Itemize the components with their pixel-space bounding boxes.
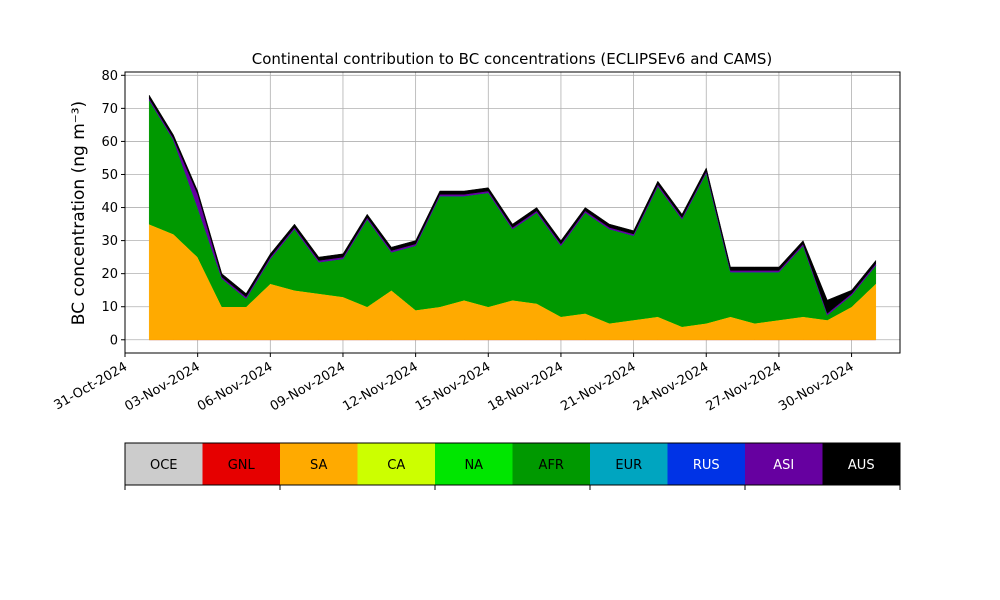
- legend-label: AUS: [848, 458, 875, 473]
- y-tick-label: 30: [101, 234, 118, 249]
- legend-label: SA: [310, 458, 327, 473]
- y-tick-label: 80: [101, 69, 118, 84]
- y-tick-label: 40: [101, 201, 118, 216]
- y-tick-label: 50: [101, 168, 118, 183]
- x-tick-label: 12-Nov-2024: [340, 359, 420, 414]
- legend-label: OCE: [150, 458, 178, 473]
- y-tick-label: 0: [110, 333, 118, 348]
- legend-swatch: [590, 443, 668, 485]
- x-tick-label: 27-Nov-2024: [704, 359, 784, 414]
- legend-label: RUS: [693, 458, 720, 473]
- legend-label: NA: [464, 458, 483, 473]
- x-tick-label: 31-Oct-2024: [52, 359, 130, 413]
- legend-label: CA: [387, 458, 405, 473]
- y-tick-label: 60: [101, 135, 118, 150]
- x-tick-label: 15-Nov-2024: [413, 359, 493, 414]
- x-tick-label: 06-Nov-2024: [195, 359, 275, 414]
- legend-swatch: [435, 443, 513, 485]
- y-tick-label: 70: [101, 102, 118, 117]
- legend-label: EUR: [615, 458, 642, 473]
- legend-label: ASI: [773, 458, 794, 473]
- legend-frame: [124, 442, 901, 486]
- legend-swatch: [125, 443, 203, 485]
- legend-swatch: [202, 443, 280, 485]
- x-tick-label: 21-Nov-2024: [558, 359, 638, 414]
- area: [148, 99, 877, 327]
- legend-swatch: [667, 443, 745, 485]
- legend-swatch: [745, 443, 823, 485]
- plot-frame: [124, 71, 901, 354]
- legend-swatch: [357, 443, 435, 485]
- legend-label: AFR: [539, 458, 564, 473]
- chart-title: Continental contribution to BC concentra…: [252, 50, 773, 68]
- x-tick-label: 03-Nov-2024: [122, 359, 202, 414]
- x-tick-label: 09-Nov-2024: [268, 359, 348, 414]
- legend-label: GNL: [228, 458, 256, 473]
- x-tick-label: 18-Nov-2024: [486, 359, 566, 414]
- y-axis-label: BC concentration (ng m⁻³): [69, 101, 89, 325]
- y-tick-label: 20: [101, 267, 118, 282]
- legend-swatch: [512, 443, 590, 485]
- legend-swatch: [822, 443, 900, 485]
- x-tick-label: 30-Nov-2024: [776, 359, 856, 414]
- area: [148, 94, 877, 314]
- x-tick-label: 24-Nov-2024: [631, 359, 711, 414]
- legend-swatch: [280, 443, 358, 485]
- y-tick-label: 10: [101, 300, 118, 315]
